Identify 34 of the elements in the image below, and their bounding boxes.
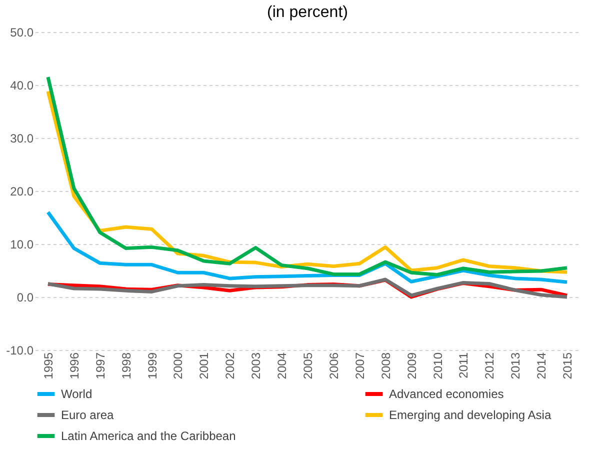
x-tick-label: 2010 bbox=[430, 352, 445, 380]
y-tick-label: 10.0 bbox=[10, 238, 34, 252]
y-tick-label: 30.0 bbox=[10, 132, 34, 146]
legend-label: World bbox=[61, 387, 92, 401]
x-tick-label: 2013 bbox=[508, 352, 523, 380]
x-tick-label: 1998 bbox=[119, 352, 134, 380]
x-tick-label: 2005 bbox=[301, 352, 315, 380]
x-tick-label: 1999 bbox=[145, 352, 160, 380]
y-tick-label: 40.0 bbox=[10, 78, 34, 92]
y-tick-label: 50.0 bbox=[10, 26, 34, 40]
x-tick-label: 1996 bbox=[67, 352, 82, 380]
legend-label: Advanced economies bbox=[389, 387, 504, 401]
x-tick-label: 2012 bbox=[482, 352, 497, 380]
x-tick-label: 1995 bbox=[41, 352, 56, 380]
x-tick-label: 2008 bbox=[378, 352, 393, 380]
legend-label: Euro area bbox=[61, 408, 114, 422]
x-tick-label: 2007 bbox=[352, 352, 367, 380]
x-tick-label: 2014 bbox=[534, 352, 549, 380]
y-tick-label: -10.0 bbox=[6, 344, 34, 358]
x-tick-label: 2011 bbox=[456, 352, 471, 378]
x-tick-label: 2001 bbox=[197, 352, 212, 380]
x-tick-label: 2009 bbox=[404, 352, 419, 380]
x-tick-label: 2000 bbox=[171, 352, 186, 380]
x-tick-label: 2015 bbox=[560, 352, 575, 380]
y-tick-label: 0.0 bbox=[16, 290, 34, 304]
chart-title: (in percent) bbox=[267, 4, 348, 21]
x-tick-label: 2004 bbox=[275, 352, 290, 380]
y-tick-label: 20.0 bbox=[10, 184, 34, 198]
x-tick-label: 1997 bbox=[93, 352, 108, 380]
x-tick-label: 2002 bbox=[223, 352, 238, 380]
x-tick-label: 2003 bbox=[249, 352, 264, 380]
legend-label: Latin America and the Caribbean bbox=[61, 429, 236, 443]
legend-label: Emerging and developing Asia bbox=[389, 408, 552, 422]
x-tick-label: 2006 bbox=[326, 352, 341, 380]
